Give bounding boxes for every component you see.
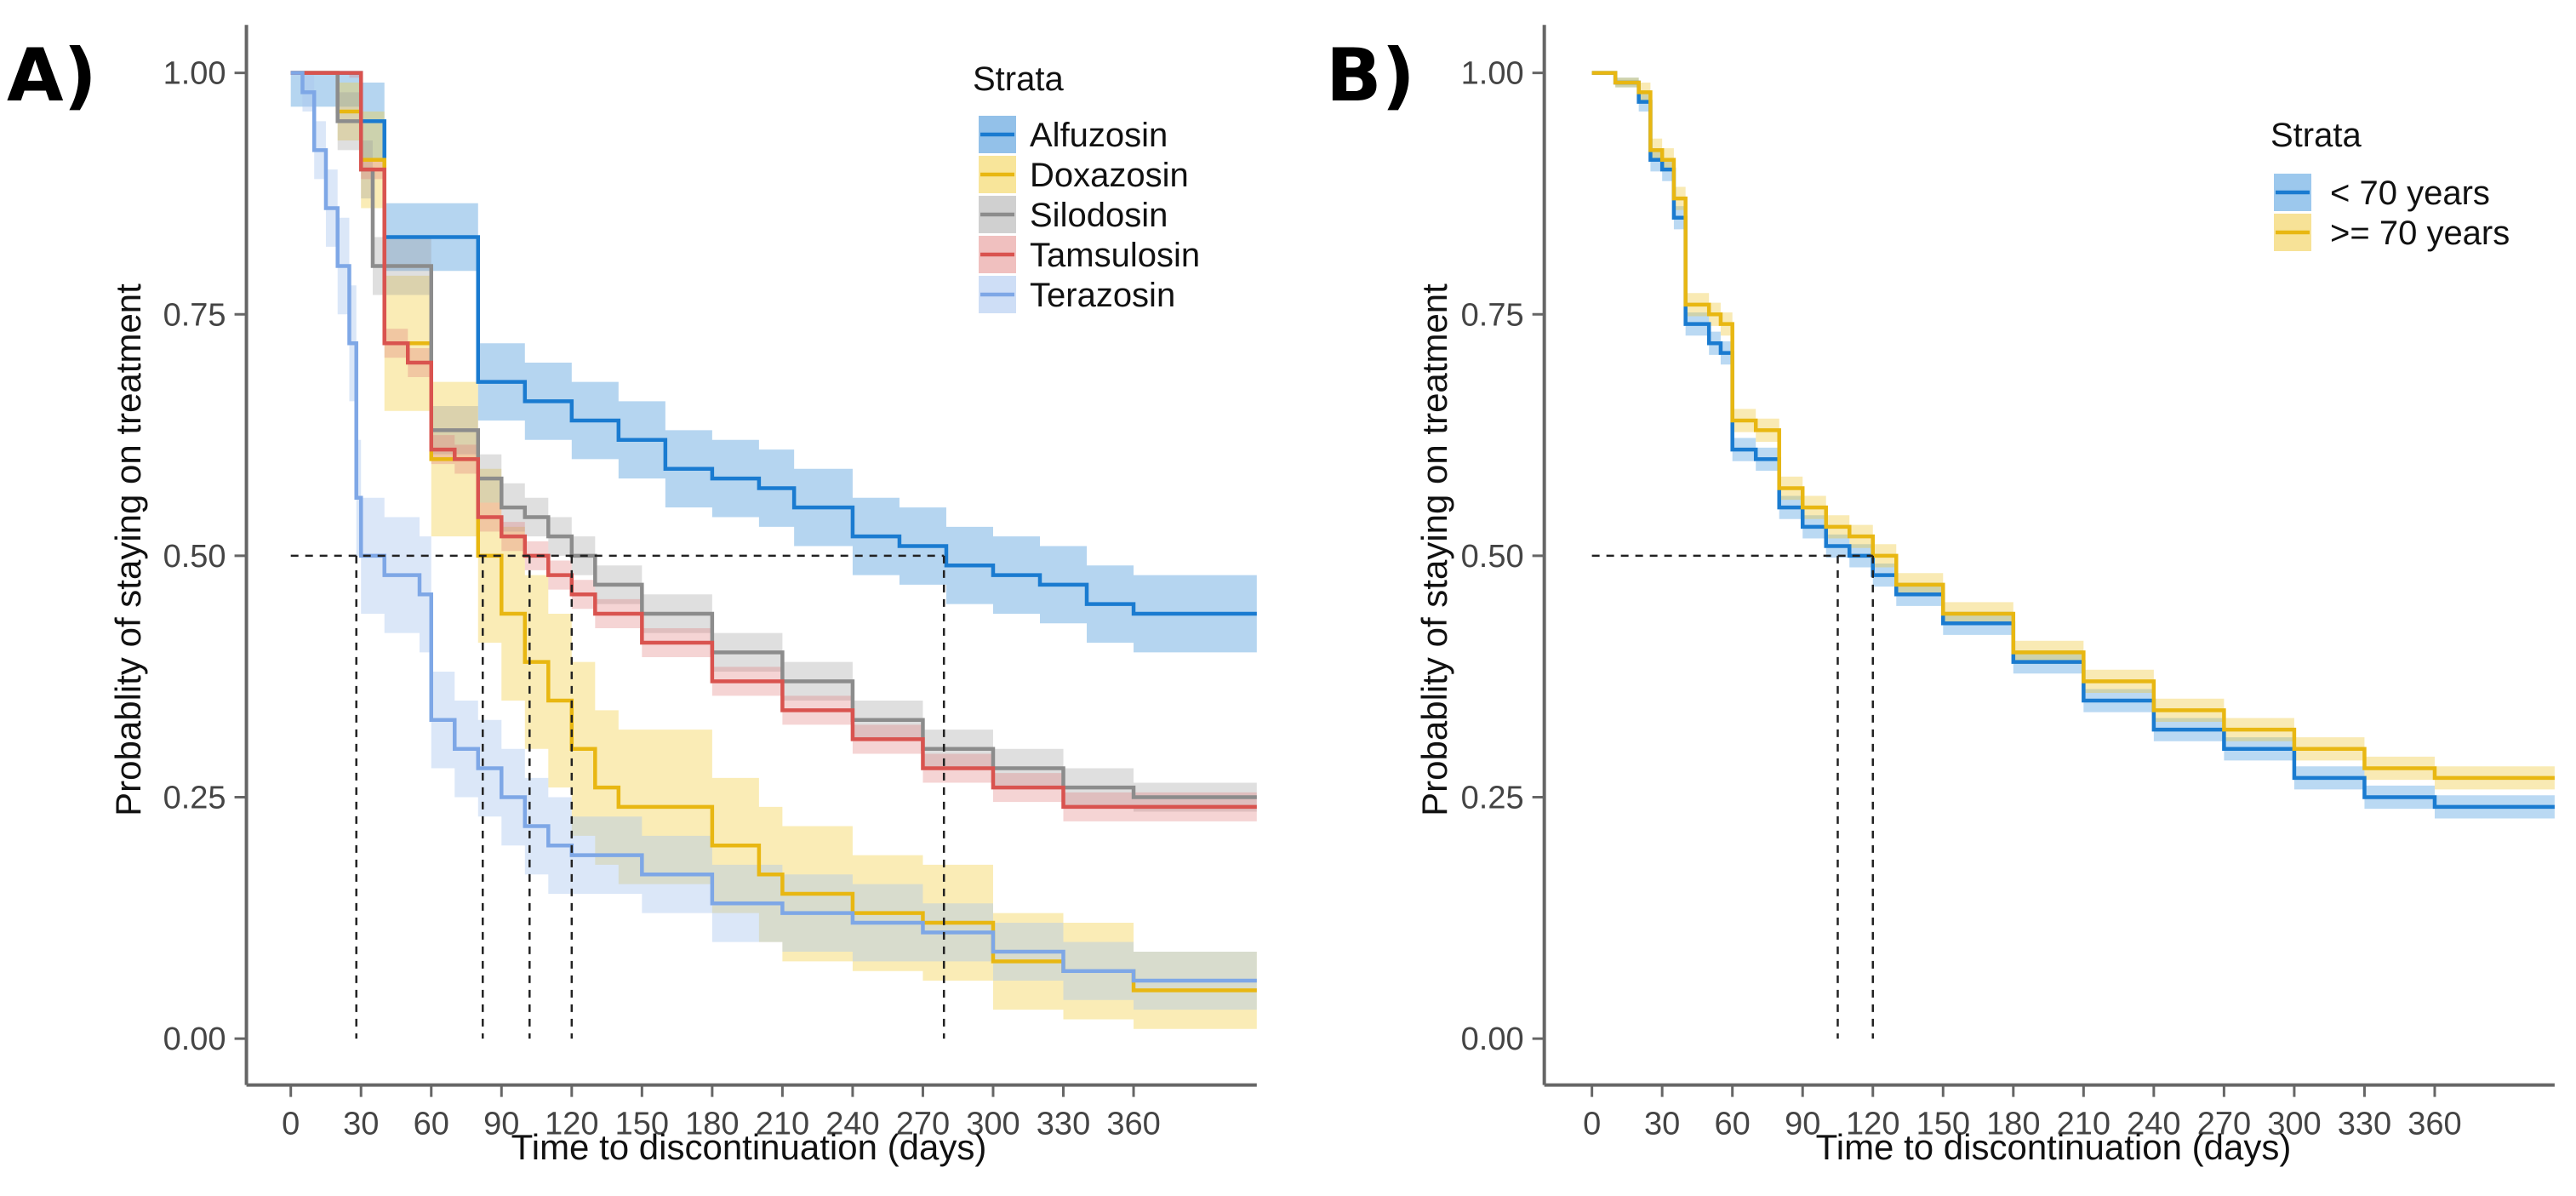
x-tick-label: 120 <box>545 1107 598 1142</box>
km-plot-panel-b: 0 30 60 90 120 150 180 210 240 270 300 330 360 0.000… <box>1414 25 2555 1167</box>
x-axis-title-a: Time to discontinuation (days) <box>511 1127 987 1167</box>
confidence-band-alfuzosin <box>290 72 1257 653</box>
x-tick-label: 90 <box>483 1107 519 1142</box>
x-tick-label: 120 <box>1846 1107 1899 1142</box>
km-plot-panel-a: 0 30 60 90 120 150 180 210 240 270 300 330 360 0.000… <box>108 25 1257 1167</box>
legend-item: Doxazosin <box>979 156 1189 194</box>
y-tick-label: 0.50 <box>1461 539 1524 575</box>
legend-label: Silodosin <box>1030 197 1168 234</box>
x-tick-label: 210 <box>756 1107 809 1142</box>
y-tick-label: 0.50 <box>163 539 226 575</box>
legend-label: Tamsulosin <box>1030 237 1200 274</box>
y-tick-label: 0.25 <box>163 781 226 816</box>
legend-item: Silodosin <box>979 196 1168 234</box>
legend-title-a: Strata <box>973 60 1064 98</box>
x-ticks-b: 0 30 60 90 120 150 180 210 240 270 300 330 360 <box>1583 1084 2462 1142</box>
x-tick-label: 150 <box>615 1107 669 1142</box>
x-tick-label: 180 <box>685 1107 739 1142</box>
x-tick-label: 330 <box>1037 1107 1090 1142</box>
y-tick-label: 0.25 <box>1461 781 1524 816</box>
confidence-band-doxazosin <box>290 72 1257 1029</box>
survival-curve-terazosin <box>290 71 1257 983</box>
confidence-bands-a <box>290 72 1257 1029</box>
x-axis-title-b: Time to discontinuation (days) <box>1816 1127 2292 1167</box>
x-tick-label: 60 <box>414 1107 449 1142</box>
legend-item: < 70 years <box>2274 174 2490 212</box>
survival-curves-b <box>1591 71 2555 810</box>
median-lines-b <box>1591 554 1875 1039</box>
x-tick-label: 270 <box>896 1107 950 1142</box>
x-tick-label: 330 <box>2338 1107 2391 1142</box>
x-tick-label: 0 <box>1583 1107 1601 1142</box>
legend-item: Terazosin <box>979 276 1175 314</box>
y-tick-label: 0.75 <box>1461 297 1524 333</box>
y-tick-label: 1.00 <box>163 56 226 92</box>
legend-item: >= 70 years <box>2274 214 2510 252</box>
confidence-bands-b <box>1591 72 2555 819</box>
legend-a: Strata AlfuzosinDoxazosinSilodosinTamsul… <box>973 60 1200 314</box>
x-tick-label: 240 <box>2127 1107 2180 1142</box>
survival-curve-doxazosin <box>290 71 1257 993</box>
legend-item: Alfuzosin <box>979 116 1168 154</box>
y-axis-title-a: Probablity of staying on treatment <box>108 283 148 816</box>
y-tick-label: 0.00 <box>1461 1021 1524 1057</box>
x-tick-label: 30 <box>343 1107 379 1142</box>
confidence-band--70-years <box>1591 72 2555 790</box>
x-tick-label: 180 <box>1986 1107 2040 1142</box>
x-tick-label: 210 <box>2057 1107 2110 1142</box>
x-tick-label: 90 <box>1785 1107 1820 1142</box>
panel-label-b: B) <box>1326 33 1415 118</box>
x-tick-label: 0 <box>282 1107 300 1142</box>
y-ticks-b: 0.00 0.25 0.50 0.75 1.00 <box>1461 56 1545 1057</box>
panel-label-a: A) <box>7 33 97 118</box>
y-tick-label: 0.00 <box>163 1021 226 1057</box>
legend-label: >= 70 years <box>2330 215 2510 252</box>
y-ticks-a: 0.00 0.25 0.50 0.75 1.00 <box>163 56 247 1057</box>
median-lines-a <box>290 554 945 1039</box>
x-tick-label: 30 <box>1644 1107 1680 1142</box>
x-tick-label: 300 <box>966 1107 1020 1142</box>
legend-b: Strata < 70 years>= 70 years <box>2270 117 2510 252</box>
confidence-band-silodosin <box>290 72 1257 812</box>
x-ticks-a: 0 30 60 90 120 150 180 210 240 270 300 330 360 <box>282 1084 1161 1142</box>
y-tick-label: 0.75 <box>163 297 226 333</box>
x-tick-label: 150 <box>1916 1107 1970 1142</box>
legend-item: Tamsulosin <box>979 236 1200 274</box>
y-axis-title-b: Probablity of staying on treatment <box>1414 283 1454 816</box>
x-tick-label: 360 <box>2408 1107 2461 1142</box>
x-tick-label: 270 <box>2197 1107 2251 1142</box>
legend-label: Terazosin <box>1030 277 1175 314</box>
survival-curve-alfuzosin <box>290 71 1257 616</box>
confidence-band--70-years <box>1591 72 2555 819</box>
x-tick-label: 360 <box>1106 1107 1160 1142</box>
x-tick-label: 60 <box>1715 1107 1751 1142</box>
confidence-band-tamsulosin <box>290 72 1257 821</box>
legend-label: < 70 years <box>2330 175 2490 212</box>
y-tick-label: 1.00 <box>1461 56 1524 92</box>
legend-label: Doxazosin <box>1030 157 1189 194</box>
x-tick-label: 300 <box>2267 1107 2321 1142</box>
legend-title-b: Strata <box>2270 117 2362 154</box>
legend-label: Alfuzosin <box>1030 117 1168 154</box>
x-tick-label: 240 <box>825 1107 879 1142</box>
survival-curve--70-years <box>1591 71 2555 781</box>
